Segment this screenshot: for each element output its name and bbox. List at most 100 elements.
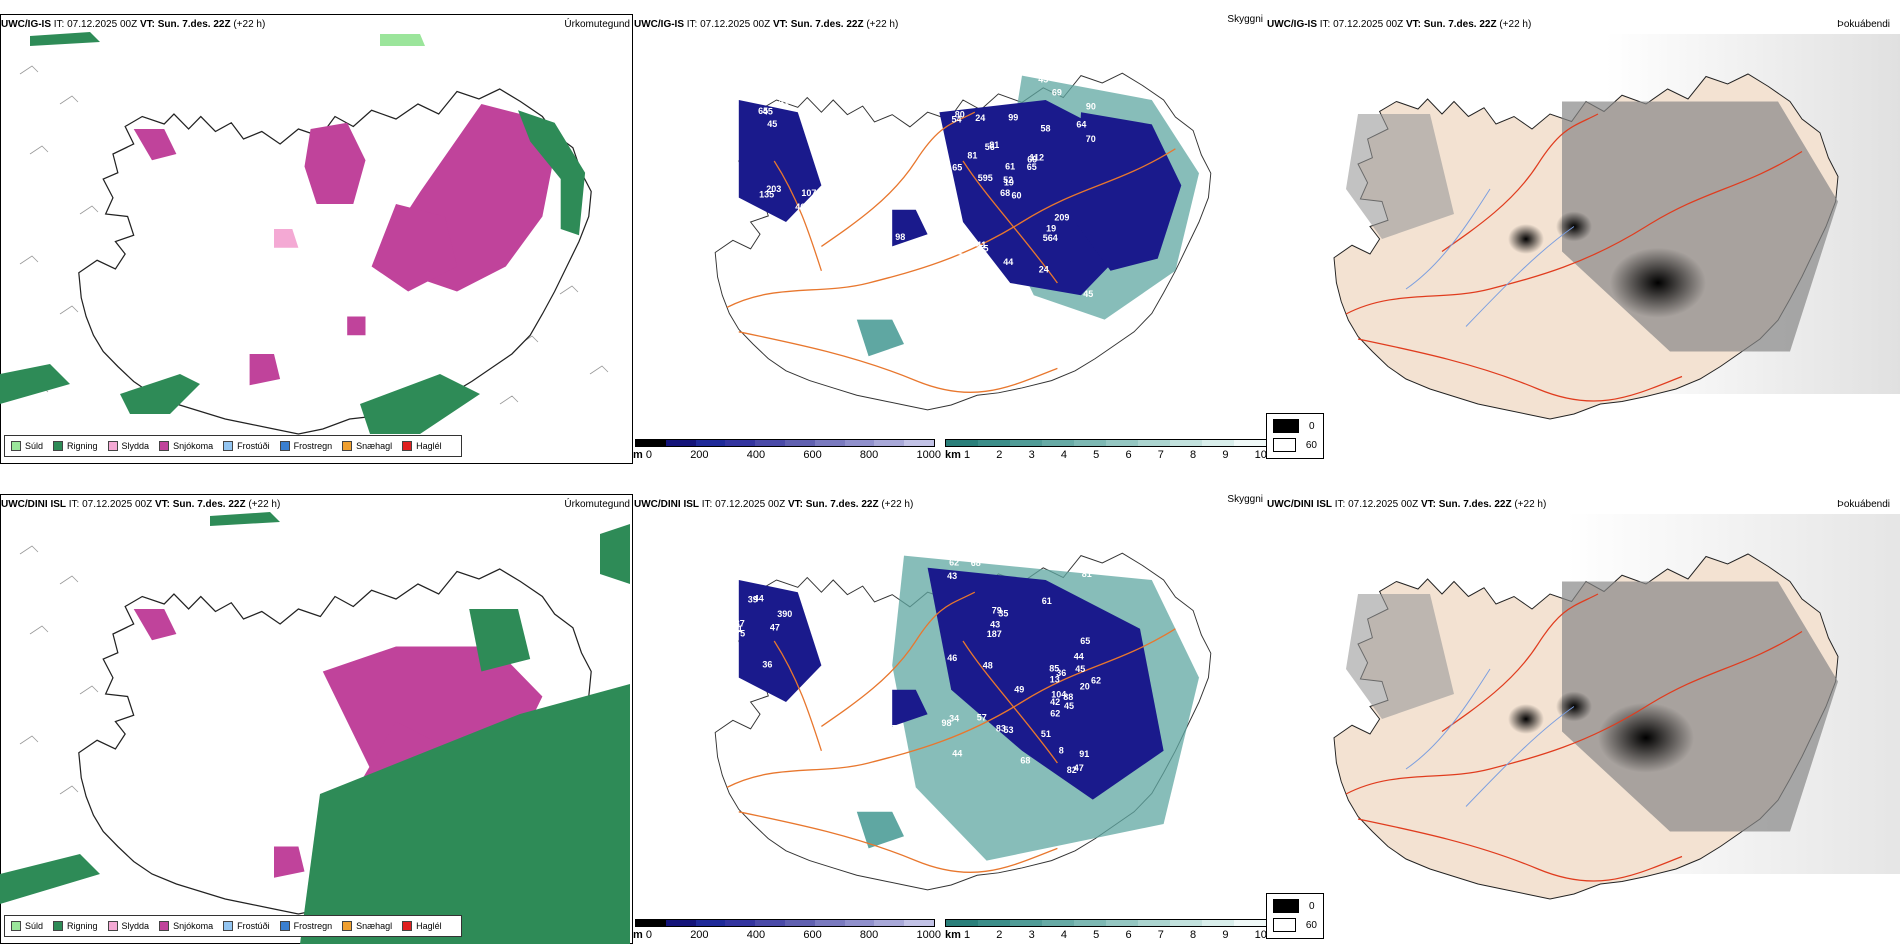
legend-item: Haglél: [402, 441, 442, 451]
vis-value-label: 20: [1080, 682, 1090, 692]
panel-title: UWC/DINI ISL IT: 07.12.2025 00Z VT: Sun.…: [634, 499, 914, 510]
vis-value-label: 68: [1020, 756, 1030, 766]
vis-colorbar-km-labels: km 1 2 3 4 5 6 7 8 9 10: [945, 449, 1266, 461]
vis-value-label: 91: [1079, 749, 1089, 759]
vis-value-label: 55: [979, 244, 989, 254]
vis-value-label: 44: [754, 594, 764, 604]
vis-value-label: 69: [1027, 155, 1037, 165]
vis-value-label: 70: [892, 724, 902, 734]
vis-value-label: 48: [983, 661, 993, 671]
vis-value-label: 75: [1080, 538, 1090, 548]
vis-value-label: 148: [726, 205, 741, 215]
vis-value-label: 41: [779, 97, 789, 107]
offshore-rain: [0, 32, 480, 434]
vis-value-label: 36: [762, 659, 772, 669]
vis-value-label: 68: [887, 252, 897, 262]
vis-map-row1: 6054195569554545414642456590685885654510…: [714, 62, 1212, 411]
vis-value-label: 44: [1003, 257, 1013, 267]
vis-value-label: 56: [985, 142, 995, 152]
vis-value-label: 35: [998, 609, 1008, 619]
vis-value-label: 98: [942, 718, 952, 728]
vis-value-label: 112: [1030, 152, 1045, 162]
vis-panel-row1: 60 54 19 55 69 55 45 45 41 46 42 45 65 90 68 58 85 65 45 10…: [633, 14, 1266, 464]
vis-value-label: 89: [860, 734, 870, 744]
vis-value-label: 53: [1004, 725, 1014, 735]
panel-name: Þokuábendi: [1837, 499, 1890, 510]
vis-value-label: 101: [728, 624, 743, 634]
vis-value-label: 51: [1041, 729, 1051, 739]
vis-value-label: 55: [946, 267, 956, 277]
vis-value-label: 64: [1076, 120, 1086, 130]
vis-value-label: 79: [960, 65, 970, 75]
legend-item: Súld: [11, 441, 43, 451]
vis-value-label: 71: [863, 733, 873, 743]
fog-legend-item: 0: [1273, 899, 1317, 913]
vis-value-label: 45: [1064, 701, 1074, 711]
vis-value-label: 44: [952, 749, 962, 759]
vis-value-label: 82: [1067, 765, 1077, 775]
vis-value-label: 85: [960, 293, 970, 303]
vis-value-label: 88: [1063, 692, 1073, 702]
vis-value-label: 44: [1074, 651, 1084, 661]
vis-value-label: 41: [976, 240, 986, 250]
legend-item: Snæhagl: [342, 441, 392, 451]
vis-value-label: 68: [971, 558, 981, 568]
vis-colorbar-m-labels: m 0 200 400 600 800 1000: [633, 929, 941, 941]
vis-value-label: 46: [947, 653, 957, 663]
vis-value-label: 65: [1027, 162, 1037, 172]
panel-title: UWC/IG-IS IT: 07.12.2025 00Z VT: Sun. 7.…: [1, 19, 266, 30]
vis-value-label: 59: [976, 286, 986, 296]
vis-value-label: 68: [1000, 188, 1010, 198]
vis-value-label: 183: [739, 572, 754, 582]
vis-value-label: 107: [861, 257, 876, 267]
vis-value-label: 59: [730, 564, 740, 574]
vis-value-label: 104: [1051, 690, 1066, 700]
panel-title: UWC/DINI ISL IT: 07.12.2025 00Z VT: Sun.…: [1267, 499, 1547, 510]
vis-value-label: 303: [1071, 547, 1086, 557]
vis-value-label: 65: [1080, 636, 1090, 646]
panel-title: UWC/DINI ISL IT: 07.12.2025 00Z VT: Sun.…: [1, 499, 281, 510]
vis-value-label: 90: [1086, 101, 1096, 111]
vis-value-label: 65: [758, 106, 768, 116]
vis-value-label: 89: [1047, 537, 1057, 547]
precip-map-row2: [0, 494, 633, 944]
panel-title: UWC/IG-IS IT: 07.12.2025 00Z VT: Sun. 7.…: [634, 19, 899, 30]
legend-item: Frostúði: [223, 441, 270, 451]
precip-fields: [133, 104, 586, 386]
road-network: [726, 111, 1176, 393]
legend-item: Frostúði: [223, 921, 270, 931]
vis-value-label: 56: [937, 93, 947, 103]
vis-value-label: 81: [967, 151, 977, 161]
vis-value-label: 34: [949, 714, 959, 724]
precip-panel-row2: UWC/DINI ISL IT: 07.12.2025 00Z VT: Sun.…: [0, 494, 633, 944]
vis-value-label: 103: [946, 278, 961, 288]
vis-value-label: 83: [996, 724, 1006, 734]
precip-map-row1: [0, 14, 633, 464]
vis-value-label: 99: [1008, 113, 1018, 123]
vis-value-label: 45: [763, 107, 773, 117]
fog-legend-row2: 0 60: [1266, 893, 1324, 939]
legend-item: Snjókoma: [159, 921, 213, 931]
legend-item: Slydda: [107, 441, 149, 451]
vis-value-label: 43: [947, 571, 957, 581]
vis-labels: 6054195569554545414642456590685885654510…: [722, 62, 1096, 303]
vis-value-label: 19: [1046, 224, 1056, 234]
vis-value-label: 65: [952, 163, 962, 173]
vis-colorbar-m: [635, 919, 935, 927]
vis-value-label: 70: [1086, 134, 1096, 144]
vis-value-label: 595: [978, 173, 993, 183]
vis-value-label: 13: [858, 722, 868, 732]
vis-value-label: 61: [1042, 596, 1052, 606]
vis-value-label: 43: [990, 620, 1000, 630]
vis-value-label: 57: [977, 713, 987, 723]
vis-value-label: 12: [726, 560, 736, 570]
vis-value-label: 58: [1041, 123, 1051, 133]
vis-value-label: 46: [795, 202, 805, 212]
legend-item: Rigning: [53, 441, 98, 451]
vis-value-label: 181: [722, 130, 737, 140]
vis-value-label: 135: [759, 189, 774, 199]
vis-value-label: 45: [767, 119, 777, 129]
vis-value-label: 67: [1012, 69, 1022, 79]
vis-value-label: 24: [975, 113, 985, 123]
panel-name: Skyggni: [1227, 14, 1263, 25]
